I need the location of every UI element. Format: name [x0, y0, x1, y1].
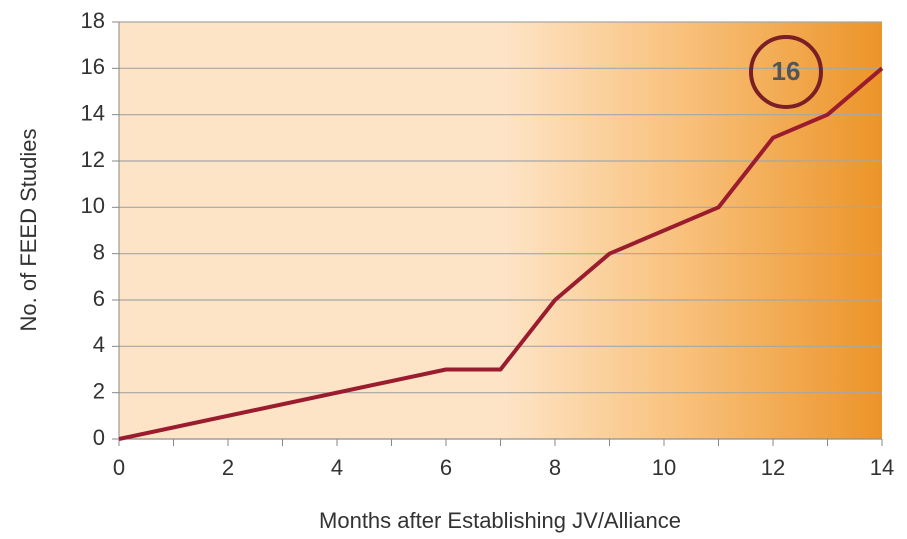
y-tick-label: 4 — [93, 332, 105, 357]
annotation: 16 — [772, 56, 801, 86]
x-axis-label: Months after Establishing JV/Alliance — [319, 508, 681, 533]
y-tick-label: 0 — [93, 425, 105, 450]
x-tick-label: 8 — [549, 455, 561, 480]
x-tick-label: 2 — [222, 455, 234, 480]
y-tick-label: 12 — [81, 147, 105, 172]
y-tick-label: 18 — [81, 8, 105, 33]
x-tick-label: 6 — [440, 455, 452, 480]
x-tick-label: 4 — [331, 455, 343, 480]
annotation-circle — [749, 35, 823, 109]
x-tick-label: 0 — [113, 455, 125, 480]
plot-background — [119, 22, 882, 439]
y-tick-label: 14 — [81, 100, 105, 125]
y-tick-label: 8 — [93, 239, 105, 264]
y-tick-label: 16 — [81, 54, 105, 79]
x-tick-label: 12 — [761, 455, 785, 480]
y-tick-label: 2 — [93, 378, 105, 403]
y-tick-label: 10 — [81, 193, 105, 218]
y-tick-label: 6 — [93, 286, 105, 311]
x-tick-label: 10 — [652, 455, 676, 480]
data-line — [118, 66, 884, 441]
y-axis-label: No. of FEED Studies — [16, 129, 41, 332]
x-tick-label: 14 — [870, 455, 894, 480]
